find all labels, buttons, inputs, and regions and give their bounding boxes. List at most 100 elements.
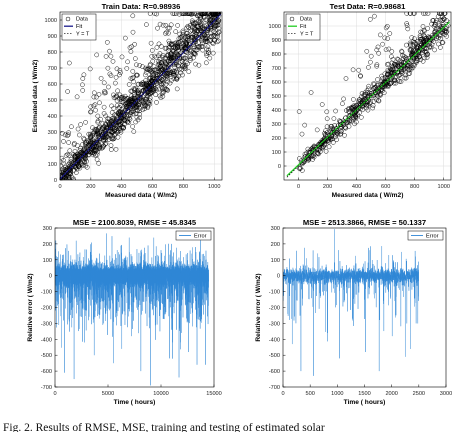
data-point	[118, 113, 123, 119]
y-tick-label: 900	[272, 38, 281, 44]
data-point	[337, 119, 343, 124]
data-point	[164, 76, 170, 81]
data-point	[409, 59, 415, 64]
data-point	[425, 12, 431, 16]
data-point	[154, 12, 159, 17]
data-point	[444, 33, 450, 39]
data-point	[126, 82, 132, 87]
data-point	[88, 104, 94, 110]
data-point	[160, 53, 166, 58]
plot-data	[283, 229, 419, 376]
x-axis-label: Time ( hours)	[344, 399, 386, 406]
data-point	[124, 100, 130, 106]
data-point	[154, 87, 159, 93]
data-point	[137, 63, 142, 68]
data-point	[68, 164, 74, 170]
data-point	[203, 39, 208, 45]
x-tick-label: 200	[323, 184, 332, 190]
data-point	[209, 13, 215, 19]
y-tick-label: -300	[41, 321, 52, 327]
data-point	[175, 52, 180, 58]
data-point	[210, 50, 216, 56]
data-point	[160, 78, 166, 84]
data-point	[123, 103, 129, 109]
data-point	[150, 58, 156, 64]
data-point	[383, 25, 389, 31]
data-point	[81, 135, 86, 141]
y-tick-label: -400	[41, 337, 52, 343]
data-point	[442, 16, 447, 22]
x-tick-label: 15000	[206, 391, 222, 397]
data-point	[387, 66, 393, 72]
data-point	[175, 23, 180, 28]
data-point	[92, 126, 98, 132]
data-point	[208, 26, 214, 32]
data-point	[145, 105, 151, 110]
data-point	[61, 139, 66, 144]
data-point	[196, 44, 201, 50]
data-point	[77, 132, 82, 138]
data-point	[176, 40, 181, 45]
x-tick-label: 400	[352, 184, 361, 190]
data-point	[174, 50, 179, 56]
legend-label: Error	[194, 234, 207, 240]
data-point	[419, 42, 424, 47]
data-point	[158, 44, 164, 49]
data-point	[338, 122, 344, 128]
data-point	[168, 22, 174, 28]
data-point	[63, 171, 69, 177]
data-point	[94, 94, 99, 100]
data-point	[112, 80, 118, 86]
y-axis-label: Estimated data ( W/m2)	[256, 60, 263, 133]
y-tick-label: -500	[41, 353, 52, 359]
data-point	[186, 45, 192, 51]
data-point	[110, 136, 116, 142]
data-point	[144, 22, 149, 27]
legend-label: Error	[426, 234, 439, 240]
x-tick-label: 2000	[385, 391, 397, 397]
y-tick-label: 300	[48, 130, 57, 136]
data-point	[432, 29, 438, 35]
data-point	[67, 160, 73, 166]
data-point	[204, 53, 210, 58]
data-point	[196, 62, 202, 68]
data-point	[213, 12, 219, 16]
data-point	[182, 12, 188, 16]
data-point	[97, 100, 102, 106]
data-point	[405, 26, 411, 32]
data-point	[163, 31, 168, 36]
y-tick-label: 700	[48, 66, 57, 72]
data-point	[144, 83, 149, 88]
data-point	[152, 12, 158, 16]
data-point	[159, 84, 165, 90]
data-point	[64, 133, 70, 139]
data-point	[119, 125, 125, 130]
data-point	[442, 32, 448, 37]
x-tick-label: 0	[297, 184, 300, 190]
y-tick-label: 600	[272, 80, 281, 86]
data-point	[175, 55, 181, 61]
data-point	[131, 94, 137, 100]
data-point	[404, 21, 410, 26]
data-point	[75, 159, 81, 164]
data-point	[176, 39, 182, 45]
data-point	[185, 46, 190, 52]
x-tick-label: 2500	[413, 391, 425, 397]
data-point	[65, 89, 70, 94]
x-tick-label: 5000	[102, 391, 114, 397]
data-point	[190, 31, 196, 37]
x-axis-label: Measured data ( W/m2)	[105, 192, 177, 199]
data-point	[187, 54, 192, 60]
data-point	[308, 90, 314, 95]
y-tick-label: 0	[54, 178, 57, 184]
data-point	[111, 95, 117, 100]
data-point	[206, 12, 212, 16]
data-point	[144, 67, 149, 72]
data-point	[96, 161, 102, 166]
y-tick-label: -600	[269, 369, 280, 375]
data-point	[156, 41, 162, 47]
data-point	[114, 93, 120, 99]
data-point	[216, 29, 222, 35]
data-point	[117, 125, 123, 131]
data-point	[98, 116, 103, 122]
